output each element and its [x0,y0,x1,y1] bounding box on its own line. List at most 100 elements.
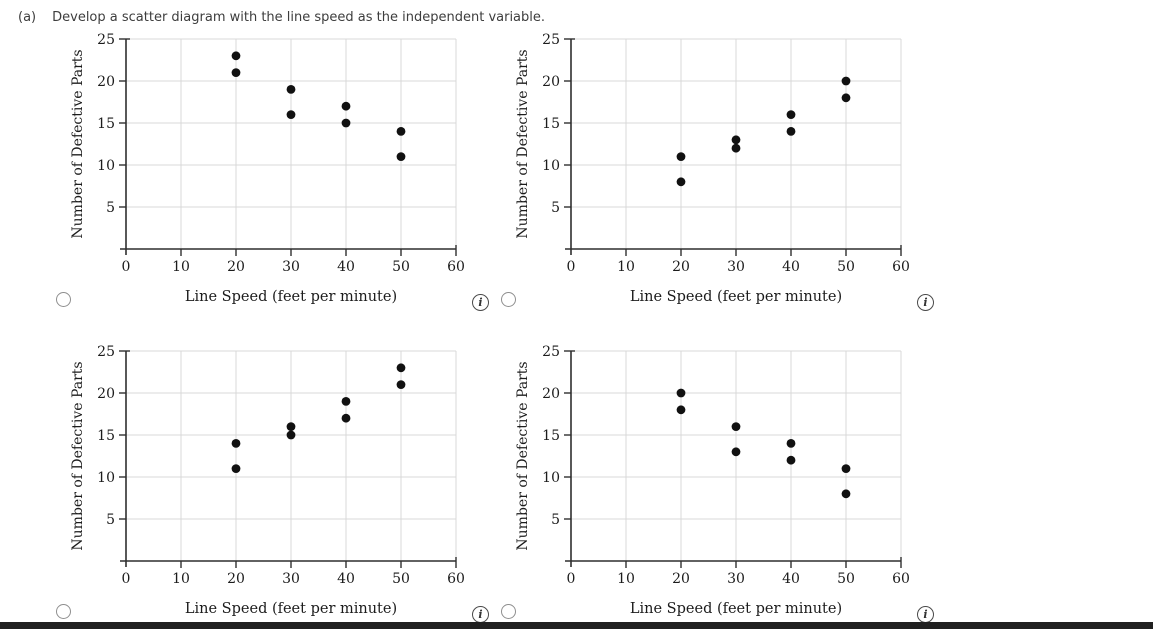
x-tick-label: 30 [727,571,745,585]
option-3-info-icon[interactable]: i [472,606,489,623]
y-tick-label: 15 [542,116,560,132]
y-tick-label: 20 [97,386,115,402]
data-point [786,455,796,465]
x-tick-label: 0 [567,259,576,273]
data-point [841,76,851,86]
y-tick-label: 10 [97,470,115,486]
scatter-option-2: 0 10 20 30 40 50 60 5 10 15 20 25 Number of Defectiv… [497,27,942,311]
option-3-radio[interactable] [56,604,71,619]
x-tick-label: 50 [392,259,410,273]
x-axis-label: Line Speed (feet per minute) [629,601,843,617]
data-point [341,118,351,128]
y-tick-label: 25 [97,344,115,360]
y-tick-label: 15 [97,428,115,444]
y-axis-label: Number of Defective Parts [70,361,86,550]
option-4-radio[interactable] [501,604,516,619]
data-point [286,422,296,431]
data-point [231,51,241,61]
x-tick-label: 30 [282,259,300,273]
x-tick-label: 20 [672,571,690,585]
y-tick-label: 15 [542,428,560,444]
y-tick-label: 20 [97,74,115,90]
scatter-chart-1: 0 10 20 30 40 50 60 5 10 15 20 25 Number of Defectiv… [70,32,465,273]
y-tick-label: 5 [551,512,560,528]
option-1-radio[interactable] [56,292,71,307]
data-point [231,439,241,448]
data-point [341,413,351,423]
y-tick-label: 25 [542,344,560,360]
data-point [396,152,406,161]
data-point [841,93,851,103]
question-part-label: (a) [18,10,37,25]
x-tick-label: 20 [227,571,245,585]
y-tick-label: 20 [542,386,560,402]
data-point [676,388,686,398]
y-tick-label: 15 [97,116,115,132]
options-grid: 0 10 20 30 40 50 60 5 10 15 20 25 Number of Defectiv… [52,27,1153,623]
x-axis-label: Line Speed (feet per minute) [184,289,398,305]
data-point [286,110,296,119]
data-point [231,464,241,473]
data-point [341,397,351,406]
x-tick-label: 30 [727,259,745,273]
y-axis-label: Number of Defective Parts [70,49,86,238]
x-tick-label: 60 [892,571,910,585]
y-tick-label: 25 [97,32,115,48]
y-tick-label: 25 [542,32,560,48]
x-tick-label: 30 [282,571,300,585]
data-point [731,422,741,431]
data-point [731,143,741,153]
x-axis-label: Line Speed (feet per minute) [629,289,843,305]
data-point [786,110,796,119]
x-tick-label: 50 [392,571,410,585]
data-point [841,464,851,473]
x-tick-label: 40 [782,259,800,273]
scatter-chart-3: 0 10 20 30 40 50 60 5 10 15 20 25 Number of Defectiv… [70,344,465,585]
y-tick-label: 5 [106,512,115,528]
x-tick-label: 10 [172,571,190,585]
data-point [731,135,741,145]
question-text: Develop a scatter diagram with the line … [52,10,546,25]
data-point [396,127,406,136]
option-2-info-icon[interactable]: i [917,294,934,311]
data-point [841,489,851,499]
x-tick-label: 10 [617,259,635,273]
x-tick-label: 40 [337,571,355,585]
x-tick-label: 20 [672,259,690,273]
scatter-chart-4: 0 10 20 30 40 50 60 5 10 15 20 25 Number of Defectiv… [515,344,910,585]
x-axis-label: Line Speed (feet per minute) [184,601,398,617]
y-tick-label: 20 [542,74,560,90]
y-tick-label: 5 [106,200,115,216]
scatter-option-1: 0 10 20 30 40 50 60 5 10 15 20 25 Number of Defectiv… [52,27,497,311]
scatter-option-4: 0 10 20 30 40 50 60 5 10 15 20 25 Number of Defectiv… [497,339,942,623]
option-1-info-icon[interactable]: i [472,294,489,311]
data-point [676,177,686,187]
y-axis-label: Number of Defective Parts [515,361,531,550]
data-point [731,447,741,457]
data-point [786,439,796,448]
data-point [286,85,296,94]
option-2-radio[interactable] [501,292,516,307]
data-point [396,363,406,373]
y-tick-label: 10 [542,470,560,486]
option-4-info-icon[interactable]: i [917,606,934,623]
x-tick-label: 40 [782,571,800,585]
y-tick-label: 5 [551,200,560,216]
x-tick-label: 50 [837,571,855,585]
data-point [231,68,241,77]
data-point [341,101,351,111]
bottom-divider [0,622,1153,629]
data-point [286,430,296,440]
x-tick-label: 0 [122,571,131,585]
x-tick-label: 60 [447,259,465,273]
x-tick-label: 40 [337,259,355,273]
scatter-option-3: 0 10 20 30 40 50 60 5 10 15 20 25 Number of Defectiv… [52,339,497,623]
x-tick-label: 60 [447,571,465,585]
x-tick-label: 20 [227,259,245,273]
y-axis-label: Number of Defective Parts [515,49,531,238]
data-point [786,127,796,136]
y-tick-label: 10 [542,158,560,174]
x-tick-label: 0 [567,571,576,585]
scatter-chart-2: 0 10 20 30 40 50 60 5 10 15 20 25 Number of Defectiv… [515,32,910,273]
x-tick-label: 10 [172,259,190,273]
